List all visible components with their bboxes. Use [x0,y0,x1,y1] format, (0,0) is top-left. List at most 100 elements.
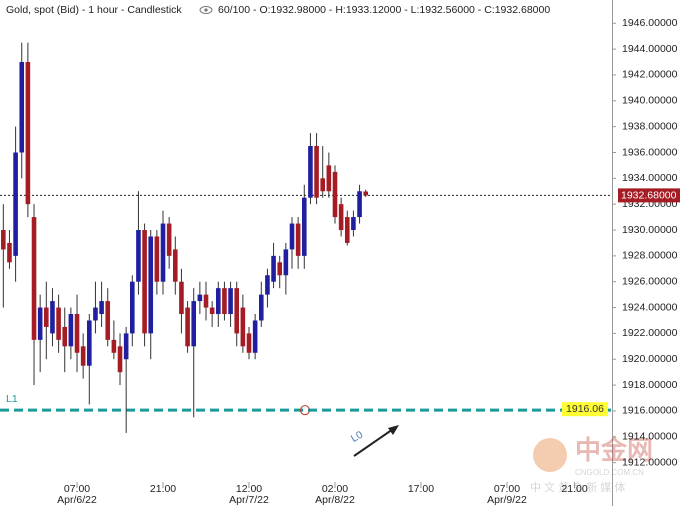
y-tick-label: 1928.00000 [622,250,678,262]
candle-body [240,307,246,347]
candle-body [258,294,264,321]
eye-icon [199,6,213,14]
x-tick-label: 17:00 [408,483,434,495]
candle-body [62,326,68,347]
y-tick-label: 1924.00000 [622,301,678,313]
candle-body [209,307,215,315]
candle-body [44,307,49,327]
candle-body [191,301,197,347]
candle-body [351,217,356,231]
candle-body [246,333,252,353]
candle-body [222,288,227,315]
y-tick-label: 1922.00000 [622,327,678,339]
candle-body [56,307,61,340]
y-tick-label: 1912.00000 [622,456,678,468]
candle-body [80,346,86,366]
candle-body [289,223,295,250]
x-tick-label: 07:00 [494,483,520,495]
x-tick-label: 12:00 [236,483,262,495]
y-tick-label: 1934.00000 [622,172,678,184]
candle-body [357,191,362,218]
y-tick-label: 1914.00000 [622,431,678,443]
y-tick-label: 1940.00000 [622,95,678,107]
y-tick-label: 1944.00000 [622,43,678,55]
y-tick-label: 1918.00000 [622,379,678,391]
y-tick-label: 1926.00000 [622,275,678,287]
candle-body [283,249,289,276]
level-anchor [300,405,310,416]
candle-body [37,307,43,340]
candle-body [130,281,135,334]
watermark-title: 中金网 [575,435,653,465]
candle-body [142,230,147,334]
candle-body [19,62,25,153]
trend-label: L0 [349,429,365,445]
candle-body [338,204,344,231]
candle-body [111,339,117,353]
candle-body [31,217,37,340]
candle-body [50,301,55,334]
y-tick-label: 1936.00000 [622,146,678,158]
candle-body [25,62,31,205]
candle-body [344,217,350,243]
trend-arrow [353,425,399,457]
level-label-bg [562,402,608,417]
candle-body [314,146,319,198]
candle-body [166,223,172,256]
y-tick-label: 1946.00000 [622,17,678,29]
candle-body [301,197,307,256]
candle-body [215,288,221,315]
candle-body [160,223,166,282]
y-tick-label: 1938.00000 [622,120,678,132]
candle-body [363,191,369,196]
candle-body [234,288,240,334]
candle-body [197,294,203,302]
x-tick-label: 07:00 [64,483,90,495]
x-tick-label: 21:00 [150,483,176,495]
watermark-logo [533,438,567,472]
x-tick-label: 21:00 [561,483,587,495]
x-date-label: Apr/7/22 [229,494,269,506]
candle-body [228,288,233,315]
y-tick-label: 1942.00000 [622,69,678,81]
candle-body [320,178,326,192]
candle-body [277,262,283,276]
candle-body [99,301,104,315]
candle-body [1,230,6,250]
candle-body [87,320,92,366]
chart-title: Gold, spot (Bid) - 1 hour - Candlestick [6,4,182,16]
last-price-bg [618,188,680,203]
candle-body [68,314,74,347]
ohlc-info: 60/100 - O:1932.98000 - H:1933.12000 - L… [218,4,550,16]
candle-body [13,152,18,256]
y-tick-label: 1920.00000 [622,353,678,365]
level-label: 1916.06 [566,403,604,415]
candle-body [74,314,80,353]
candle-body [271,255,276,282]
x-date-label: Apr/9/22 [487,494,527,506]
watermark-tagline: 中 文 黄 金 新 媒 体 [530,480,625,494]
candle-body [185,307,190,347]
x-tick-label: 02:00 [322,483,348,495]
candle-body [308,146,313,198]
y-tick-label: 1930.00000 [622,224,678,236]
watermark-url: CNGOLD.COM.CN [575,468,644,477]
candle-body [117,346,123,373]
candle-body [7,242,12,263]
candle-body [332,171,338,218]
candle-body [326,165,332,192]
candle-body [252,320,258,353]
x-date-label: Apr/8/22 [315,494,355,506]
candle-body [136,230,141,282]
candle-body [154,236,160,282]
y-tick-label: 1916.00000 [622,405,678,417]
level-name: L1 [6,393,18,405]
watermark: 中金网 CNGOLD.COM.CN 中 文 黄 金 新 媒 体 [530,435,653,494]
candle-body [93,307,98,321]
candle-body [295,223,301,256]
candle-body [203,294,209,308]
last-price-label: 1932.68000 [621,190,677,202]
candle-body [172,249,178,282]
